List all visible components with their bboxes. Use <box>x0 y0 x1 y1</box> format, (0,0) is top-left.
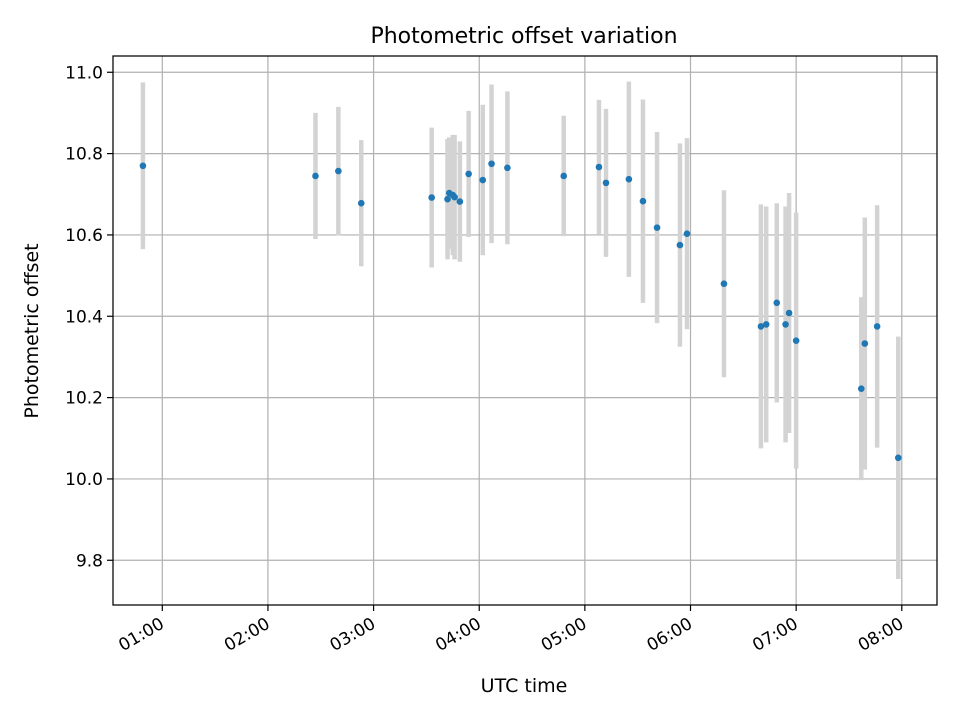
data-point <box>894 454 902 462</box>
y-axis-label: Photometric offset <box>21 243 43 418</box>
x-axis-label: UTC time <box>481 675 568 697</box>
x-tick-label: 04:00 <box>432 614 484 656</box>
data-point <box>873 323 881 330</box>
data-point <box>676 241 684 249</box>
y-tick-label: 10.2 <box>65 389 103 409</box>
y-axis-ticks: 9.8 10.0 10.2 10.4 10.6 10.8 11.0 <box>65 63 113 571</box>
data-point <box>653 224 661 231</box>
data-point <box>625 175 633 183</box>
data-point <box>456 198 464 205</box>
x-tick-label: 01:00 <box>115 614 167 656</box>
data-point <box>465 170 472 178</box>
x-tick-label: 02:00 <box>221 614 273 656</box>
data-point <box>720 280 728 288</box>
x-axis-ticks: 01:00 02:00 03:00 04:00 05:00 06:00 07:00 08:00 <box>115 605 907 656</box>
grid <box>113 56 937 605</box>
data-point <box>335 167 342 175</box>
y-tick-label: 10.8 <box>65 145 103 165</box>
data-point <box>762 321 770 328</box>
x-tick-label: 06:00 <box>644 614 696 656</box>
x-tick-label: 08:00 <box>855 614 907 656</box>
data-point <box>792 337 800 344</box>
data-points <box>139 160 902 462</box>
x-tick-label: 05:00 <box>538 614 590 656</box>
y-tick-label: 11.0 <box>65 63 103 83</box>
data-point <box>857 385 865 392</box>
data-point <box>451 193 458 201</box>
data-point <box>602 179 610 187</box>
x-tick-label: 03:00 <box>327 614 379 656</box>
data-point <box>139 162 147 170</box>
data-point <box>595 163 603 171</box>
data-point <box>560 172 568 180</box>
data-point <box>488 160 495 168</box>
data-point <box>861 340 869 347</box>
data-point <box>504 164 511 172</box>
x-tick-label: 07:00 <box>749 614 801 656</box>
data-point <box>479 176 487 184</box>
y-tick-label: 10.6 <box>65 226 103 246</box>
data-point <box>357 199 365 207</box>
y-tick-label: 9.8 <box>76 551 103 571</box>
y-tick-label: 10.0 <box>65 470 103 490</box>
data-point <box>785 309 793 317</box>
y-tick-label: 10.4 <box>65 307 103 327</box>
errorbars <box>140 81 901 579</box>
chart-title: Photometric offset variation <box>370 24 677 49</box>
data-point <box>428 194 435 201</box>
data-point <box>782 321 789 328</box>
data-point <box>639 197 647 205</box>
data-point <box>683 230 691 238</box>
data-point <box>773 299 781 307</box>
data-point <box>757 323 765 330</box>
data-point <box>312 172 319 180</box>
data-point <box>444 195 451 203</box>
plot-frame <box>112 55 938 606</box>
